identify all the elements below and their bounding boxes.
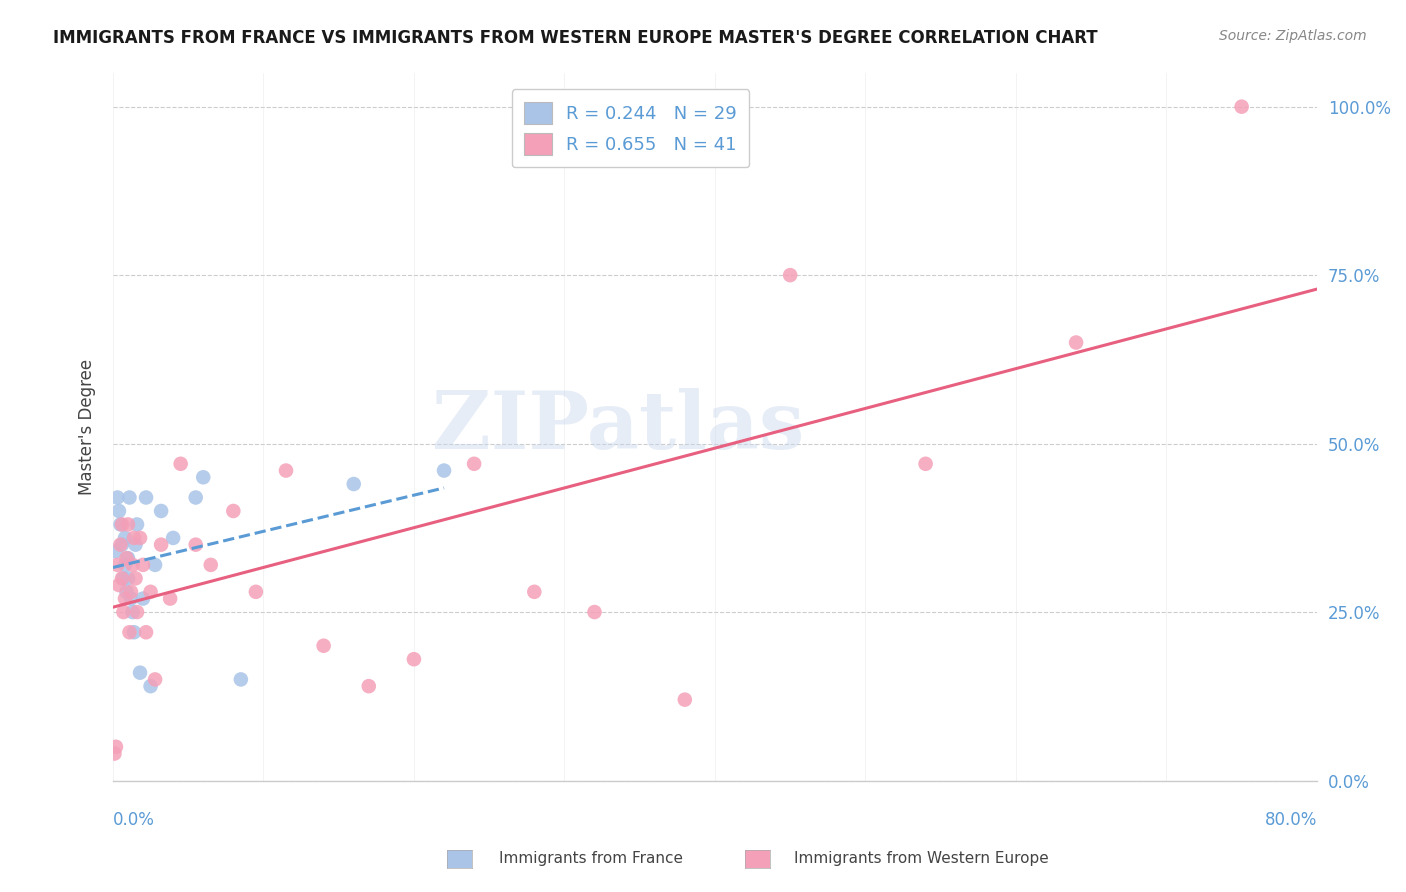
Point [132,591,155,606]
Text: ZIPatlas: ZIPatlas [433,388,804,466]
Y-axis label: Master's Degree: Master's Degree [79,359,96,495]
Point [523,584,546,599]
Legend: R = 0.244   N = 29, R = 0.655   N = 41: R = 0.244 N = 29, R = 0.655 N = 41 [512,89,749,168]
Point [114,558,136,572]
Point [124,538,146,552]
Point [583,605,606,619]
Point [274,464,297,478]
Point [122,531,145,545]
Point [125,605,148,619]
Point [139,584,162,599]
Point [117,571,139,585]
Point [673,692,696,706]
Point [107,491,129,505]
Point [118,491,141,505]
Point [111,571,134,585]
Point [914,457,936,471]
Point [104,544,127,558]
Point [108,504,131,518]
Point [104,739,127,754]
Point [117,517,139,532]
Point [114,531,136,545]
Point [124,571,146,585]
Point [135,491,157,505]
Point [245,584,267,599]
Point [433,464,456,478]
Point [779,268,801,282]
Point [114,591,136,606]
Text: Immigrants from Western Europe: Immigrants from Western Europe [794,851,1049,865]
Point [108,578,131,592]
Point [117,551,139,566]
Point [111,538,134,552]
Point [120,591,142,606]
Point [107,558,129,572]
Text: Source: ZipAtlas.com: Source: ZipAtlas.com [1219,29,1367,43]
Point [125,517,148,532]
Point [343,477,366,491]
Point [200,558,222,572]
Point [150,538,173,552]
Point [121,605,143,619]
Point [115,584,138,599]
Point [312,639,335,653]
Point [402,652,425,666]
Point [229,673,252,687]
Point [110,538,132,552]
Point [150,504,173,518]
Point [120,584,142,599]
Point [222,504,245,518]
Point [111,517,134,532]
Point [132,558,155,572]
Text: 0.0%: 0.0% [112,811,155,829]
Point [135,625,157,640]
Point [118,625,141,640]
Point [463,457,485,471]
Point [139,679,162,693]
Point [143,673,166,687]
Point [129,531,152,545]
Point [184,538,207,552]
Point [115,551,138,566]
Point [103,747,125,761]
Point [143,558,166,572]
Point [110,517,132,532]
Point [184,491,207,505]
Point [1064,335,1087,350]
Text: Immigrants from France: Immigrants from France [499,851,683,865]
Point [121,558,143,572]
Point [193,470,215,484]
Point [122,625,145,640]
Text: 80.0%: 80.0% [1264,811,1317,829]
Point [1230,100,1253,114]
Point [112,605,135,619]
Point [169,457,191,471]
Text: IMMIGRANTS FROM FRANCE VS IMMIGRANTS FROM WESTERN EUROPE MASTER'S DEGREE CORRELA: IMMIGRANTS FROM FRANCE VS IMMIGRANTS FRO… [53,29,1098,46]
Point [129,665,152,680]
Point [357,679,380,693]
Point [162,531,184,545]
Point [159,591,181,606]
Point [112,571,135,585]
